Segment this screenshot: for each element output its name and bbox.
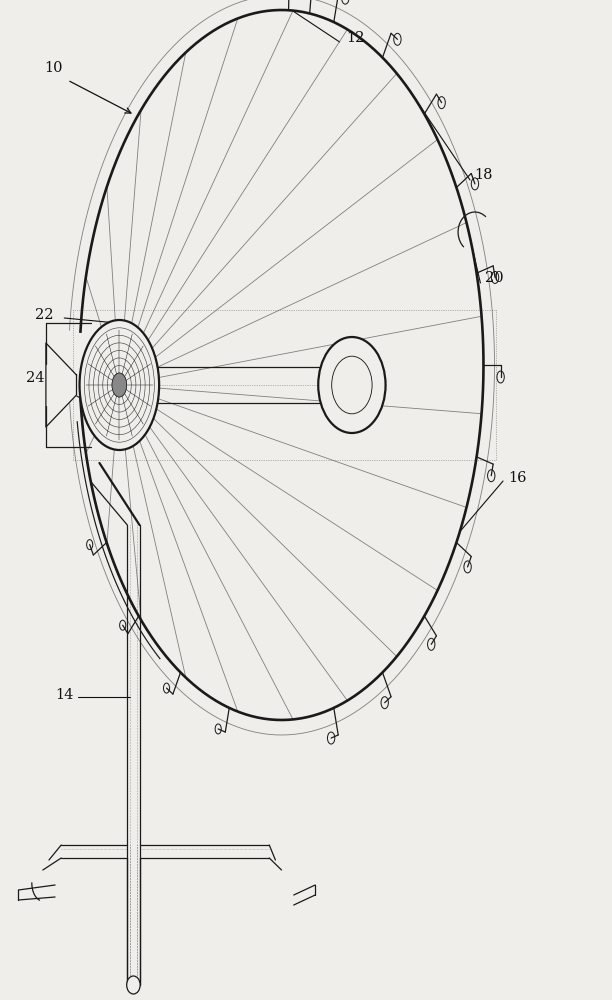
Ellipse shape [127, 976, 140, 994]
Text: 16: 16 [508, 471, 526, 485]
Text: 10: 10 [45, 61, 63, 75]
Text: 22: 22 [35, 308, 54, 322]
Text: 12: 12 [346, 31, 364, 45]
Text: 20: 20 [485, 271, 503, 285]
Polygon shape [46, 343, 76, 427]
Circle shape [80, 320, 159, 450]
Circle shape [112, 373, 127, 397]
Ellipse shape [318, 337, 386, 433]
Text: 24: 24 [26, 371, 44, 385]
Text: 18: 18 [474, 168, 493, 182]
Text: 14: 14 [55, 688, 73, 702]
